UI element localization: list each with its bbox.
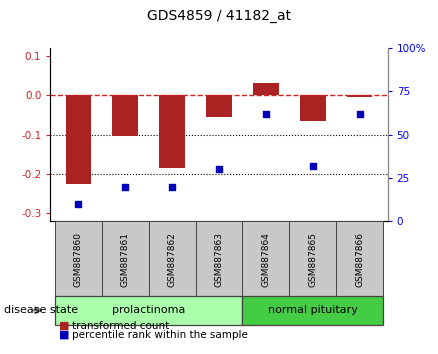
Bar (113, 95, 138, 136)
Bar (289, 221, 336, 296)
Point (262, 111, 269, 116)
Text: GSM887860: GSM887860 (74, 233, 83, 287)
Bar (159, 95, 185, 168)
Text: percentile rank within the sample: percentile rank within the sample (72, 330, 248, 339)
Text: GDS4859 / 41182_at: GDS4859 / 41182_at (147, 9, 291, 23)
Point (356, 111, 363, 116)
Text: normal pituitary: normal pituitary (268, 305, 357, 315)
Text: prolactinoma: prolactinoma (112, 305, 185, 315)
Bar (242, 296, 383, 325)
Bar (196, 221, 242, 296)
Text: GSM887865: GSM887865 (308, 233, 317, 287)
Bar (66, 95, 92, 184)
Text: disease state: disease state (4, 305, 78, 315)
Point (169, 184, 176, 189)
Text: GSM887866: GSM887866 (355, 233, 364, 287)
Bar (300, 95, 325, 121)
Point (215, 166, 223, 172)
Point (75, 201, 82, 207)
Text: GSM887863: GSM887863 (215, 233, 223, 287)
Text: GSM887864: GSM887864 (261, 233, 270, 287)
Bar (102, 221, 149, 296)
Bar (253, 83, 279, 95)
Point (309, 163, 316, 169)
Text: GSM887862: GSM887862 (168, 233, 177, 287)
Text: ■: ■ (59, 321, 70, 331)
Bar (149, 221, 196, 296)
Bar (206, 95, 232, 117)
Text: transformed count: transformed count (72, 321, 170, 331)
Text: GSM887861: GSM887861 (121, 233, 130, 287)
Bar (346, 95, 372, 97)
Bar (242, 221, 289, 296)
Text: ■: ■ (59, 330, 70, 339)
Point (122, 184, 129, 189)
Bar (55, 296, 242, 325)
Bar (336, 221, 383, 296)
Bar (55, 221, 102, 296)
